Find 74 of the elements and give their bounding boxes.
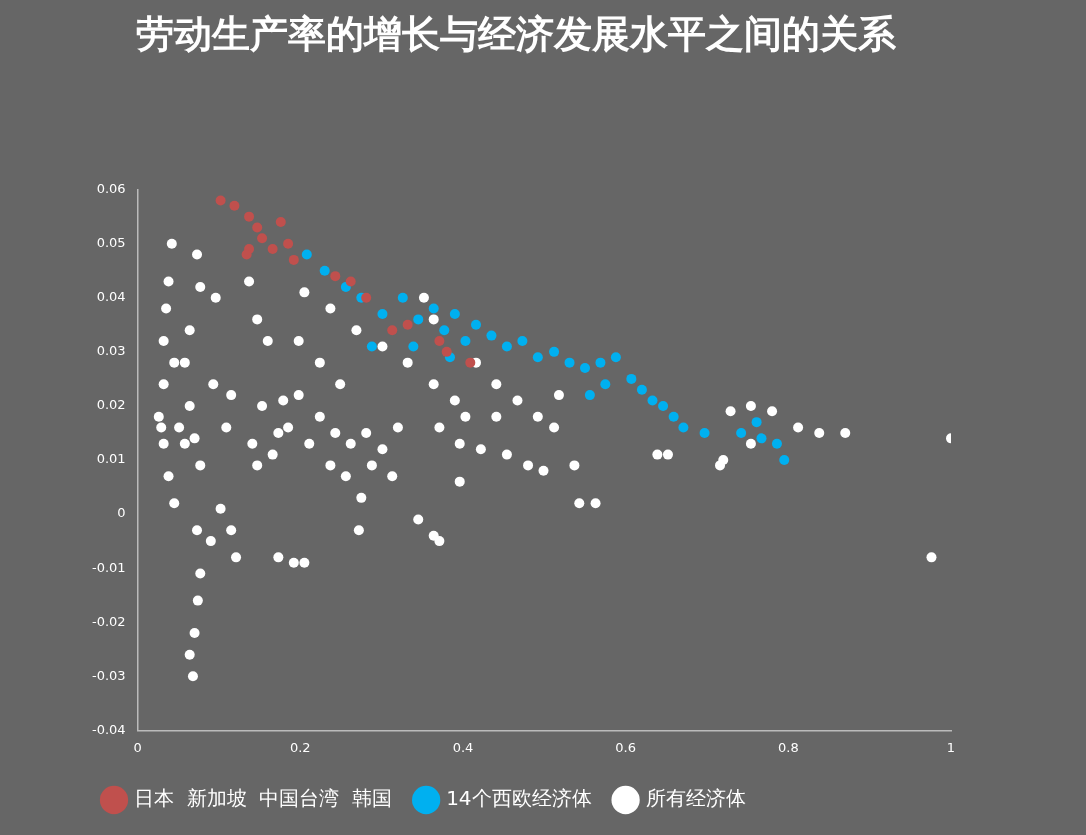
point [361, 292, 372, 303]
point [229, 200, 240, 211]
point [441, 346, 452, 357]
y-tick-label: 0 [117, 505, 126, 521]
point [465, 357, 476, 368]
point [756, 433, 767, 444]
x-tick-label: 0.2 [289, 739, 311, 755]
point [345, 276, 356, 287]
point [413, 314, 424, 325]
point [668, 411, 679, 422]
point [610, 352, 621, 363]
point [486, 330, 497, 341]
point [532, 352, 543, 363]
y-tick-label: 0.02 [96, 397, 126, 413]
point [402, 319, 413, 330]
point [626, 373, 637, 384]
point [319, 265, 330, 276]
y-tick-label: 0.06 [96, 180, 126, 196]
point [779, 455, 790, 465]
x-tick-label: 0.6 [615, 739, 636, 755]
point [288, 254, 299, 265]
y-tick-label: 0.04 [96, 289, 126, 305]
point [501, 341, 512, 352]
point [257, 233, 268, 244]
point [267, 244, 278, 255]
x-tick-label: 0.8 [777, 739, 799, 755]
point [471, 319, 481, 330]
point [579, 363, 590, 374]
point [330, 271, 341, 282]
point [434, 336, 445, 347]
point [699, 427, 710, 438]
point [517, 336, 528, 347]
point [751, 417, 762, 428]
point [408, 341, 419, 352]
legend-label: 所有经济体 [645, 786, 746, 811]
point [397, 292, 408, 303]
point [771, 438, 782, 449]
y-tick-label: -0.04 [92, 721, 126, 737]
y-tick-label: 0.01 [96, 451, 126, 467]
x-tick-label: 1 [946, 739, 956, 755]
point [449, 308, 460, 319]
point [439, 325, 450, 336]
y-tick-label: 0.03 [96, 343, 126, 359]
x-tick-label: 0.4 [452, 739, 474, 755]
point [678, 422, 689, 433]
point [366, 341, 377, 352]
y-tick-label: 0.05 [96, 235, 126, 251]
point [283, 238, 294, 249]
point [636, 384, 647, 395]
legend-label: 14个西欧经济体 [446, 786, 592, 811]
chart-title: 劳动生产率的增长与经济发展水平之间的关系 [135, 11, 897, 56]
point [647, 395, 658, 406]
point [215, 195, 226, 206]
point [241, 249, 252, 260]
point [600, 379, 611, 390]
point [387, 325, 398, 336]
point [301, 249, 312, 260]
point [549, 346, 560, 357]
point [460, 336, 471, 347]
point [658, 400, 669, 411]
x-tick-label: 0 [133, 739, 142, 755]
point [584, 390, 595, 401]
point [275, 217, 286, 228]
y-tick-label: -0.03 [92, 667, 126, 683]
legend-label: 日本 新加坡 中国台湾 韩国 [134, 786, 393, 811]
point [377, 308, 388, 319]
point [564, 357, 575, 368]
point [252, 222, 263, 233]
point [428, 303, 439, 314]
point [736, 427, 747, 438]
y-tick-label: -0.02 [92, 613, 126, 629]
point [244, 211, 255, 222]
point [595, 357, 606, 368]
y-tick-label: -0.01 [92, 559, 126, 575]
